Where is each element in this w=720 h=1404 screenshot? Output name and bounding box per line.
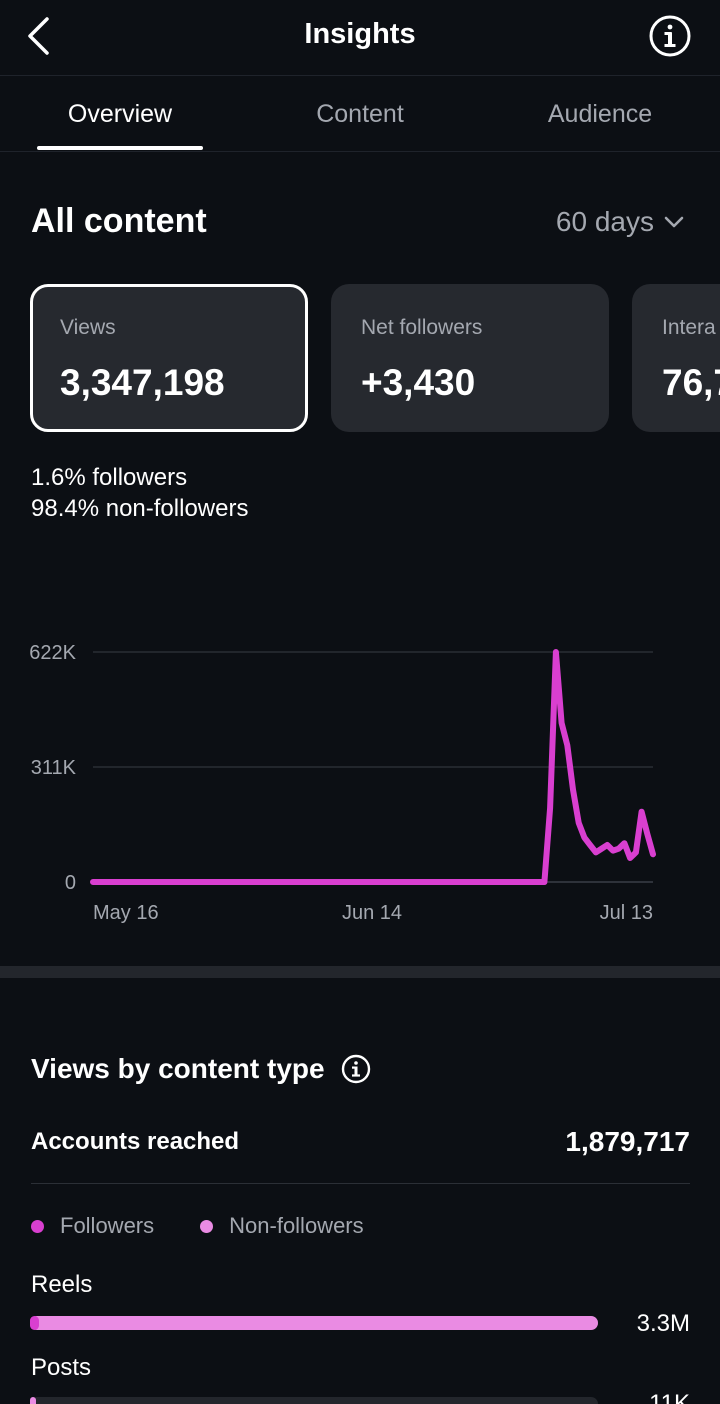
metric-label: Views [60, 316, 116, 339]
posts-nonfollowers-bar [30, 1397, 36, 1404]
tab-overview[interactable]: Overview [67, 100, 173, 128]
metric-value: +3,430 [361, 362, 476, 403]
posts-views-value: 11K [649, 1390, 690, 1404]
nonfollowers-text: non-followers [99, 495, 249, 522]
views-by-type-title-text: Views by content type [31, 1053, 325, 1084]
audience-breakdown: 1.6% followers 98.4% non-followers [31, 462, 248, 524]
accounts-reached-value: 1,879,717 [565, 1126, 690, 1157]
accounts-reached-label: Accounts reached [31, 1128, 240, 1155]
legend-label: Followers [60, 1213, 155, 1238]
metric-label: Net followers [361, 316, 483, 339]
chart-legend: Followers Non-followers [31, 1213, 364, 1239]
reels-bar-track [30, 1316, 598, 1330]
y-tick-label: 622K [29, 642, 76, 664]
legend-dot [200, 1219, 214, 1233]
x-tick-label: Jul 13 [600, 902, 653, 924]
followers-share: 1.6% followers [31, 462, 248, 493]
y-tick-label: 0 [65, 872, 76, 894]
x-tick-label: Jun 14 [342, 902, 402, 924]
tab-bar: Overview Content Audience [0, 76, 720, 152]
followers-text: followers [85, 464, 188, 491]
tab-content[interactable]: Content [316, 100, 404, 128]
views-by-type-title: Views by content type [31, 1053, 371, 1085]
nonfollowers-percent: 98.4% [31, 495, 100, 522]
top-bar: Insights [0, 0, 720, 76]
reels-nonfollowers-bar [30, 1316, 598, 1330]
metric-label: Intera [662, 316, 716, 339]
active-tab-indicator [37, 146, 203, 150]
section-divider [0, 966, 720, 978]
content-type-label-posts: Posts [31, 1354, 92, 1381]
chevron-down-icon [664, 216, 684, 228]
metric-card-interactions[interactable]: Intera 76,7 [632, 284, 720, 432]
info-button[interactable] [648, 14, 692, 58]
date-range-select[interactable]: 60 days [556, 206, 684, 238]
tab-audience[interactable]: Audience [547, 100, 653, 128]
nonfollowers-share: 98.4% non-followers [31, 493, 248, 524]
legend-item-followers: Followers [31, 1213, 154, 1239]
followers-percent: 1.6% [31, 464, 86, 491]
metric-card-net-followers[interactable]: Net followers +3,430 [331, 284, 609, 432]
info-icon[interactable] [341, 1054, 371, 1084]
back-button[interactable] [18, 14, 58, 58]
x-tick-label: May 16 [93, 902, 159, 924]
page-title: Insights [304, 18, 416, 50]
info-icon [649, 15, 691, 57]
views-line-chart: 622K 311K 0 May 16 Jun 14 Jul 13 [29, 642, 656, 924]
content-type-label-reels: Reels [31, 1271, 93, 1298]
legend-dot [31, 1219, 44, 1233]
chevron-left-icon [28, 17, 49, 55]
reels-followers-bar [30, 1316, 40, 1330]
metric-value: 76,7 [662, 362, 720, 403]
views-series-line [90, 649, 656, 885]
posts-bar-track [30, 1397, 598, 1404]
legend-item-non-followers: Non-followers [200, 1213, 364, 1239]
accounts-reached-row: Accounts reached 1,879,717 [31, 1124, 690, 1184]
metric-value: 3,347,198 [60, 362, 225, 403]
section-title: All content [31, 202, 207, 240]
metric-card-views[interactable]: Views 3,347,198 [30, 284, 308, 432]
legend-label: Non-followers [229, 1213, 364, 1238]
reels-views-value: 3.3M [636, 1310, 690, 1337]
y-tick-label: 311K [31, 757, 77, 779]
date-range-value: 60 days [555, 206, 654, 237]
